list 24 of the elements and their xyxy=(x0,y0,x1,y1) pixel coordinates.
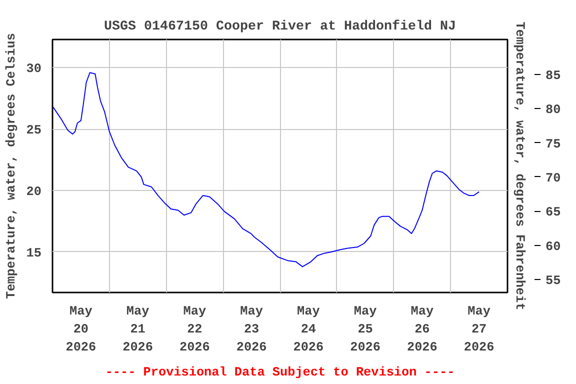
x-tick-label: May 25 2026 xyxy=(350,304,381,354)
y2-tick-label: 80 xyxy=(546,102,561,118)
x-tick-label: May 23 2026 xyxy=(236,304,267,354)
line-series xyxy=(52,72,480,268)
y2-tick-label: 75 xyxy=(546,136,561,152)
y2-axis-title: Temperature, water, degrees Fahrenheit xyxy=(512,22,528,310)
y-tick-label: 25 xyxy=(26,122,42,138)
y2-tick-label: 60 xyxy=(546,238,561,254)
text: ---- Provisional Data Subject to Revision ---- xyxy=(105,364,455,380)
y2-tick-label: 70 xyxy=(546,170,561,186)
x-tick-label: May 24 2026 xyxy=(293,304,324,354)
x-tick-label: May 26 2026 xyxy=(407,304,438,354)
y-tick-label: 15 xyxy=(26,245,42,260)
y2-tick-label: 65 xyxy=(546,204,561,220)
x-tick-label: May 22 2026 xyxy=(180,304,210,354)
x-tick-label: May 21 2026 xyxy=(122,304,154,354)
x-tick-label: May 27 2026 xyxy=(464,304,494,354)
y2-tick-label: 55 xyxy=(546,273,561,288)
chart-title: USGS 01467150 Cooper River at Haddonfield NJ xyxy=(104,20,456,34)
x-tick-label: May 20 2026 xyxy=(66,304,96,354)
y-tick-label: 20 xyxy=(26,184,42,200)
y-tick-label: 30 xyxy=(26,61,42,76)
y-axis-title: Temperature, water, degrees Celsius xyxy=(3,33,18,299)
y2-tick-label: 85 xyxy=(546,68,561,83)
